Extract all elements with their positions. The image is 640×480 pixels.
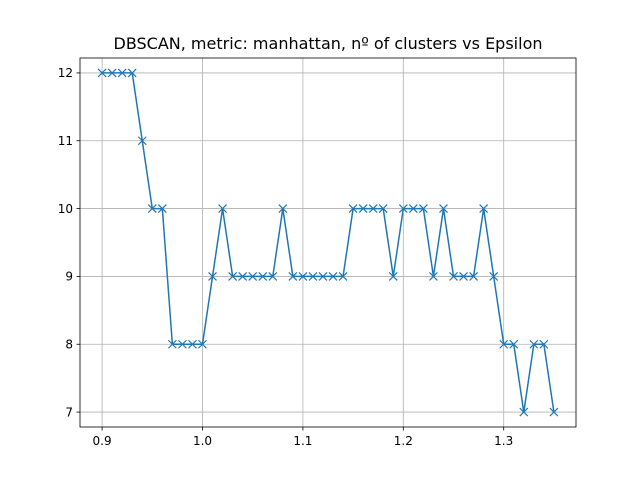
data-point-marker — [288, 271, 298, 281]
data-point-marker — [188, 339, 197, 349]
data-point-marker — [268, 271, 278, 281]
data-point-marker — [539, 339, 549, 349]
data-point-marker — [97, 68, 107, 78]
x-tick-label: 1.3 — [494, 434, 513, 448]
data-point-marker — [358, 204, 368, 214]
data-point-marker — [238, 271, 248, 281]
data-point-marker — [137, 136, 147, 146]
data-point-marker — [509, 339, 519, 349]
data-point-marker — [479, 204, 489, 214]
data-point-marker — [549, 407, 559, 417]
data-point-marker — [408, 204, 418, 214]
data-point-marker — [248, 271, 258, 281]
data-point-marker — [459, 271, 468, 281]
data-point-marker — [398, 204, 408, 214]
data-point-marker — [529, 339, 539, 349]
data-point-marker — [107, 68, 117, 78]
data-point-marker — [258, 271, 268, 281]
data-point-marker — [348, 204, 358, 214]
y-tick-label: 8 — [65, 338, 73, 352]
data-point-marker — [338, 271, 348, 281]
data-point-marker — [368, 204, 378, 214]
data-point-marker — [127, 68, 137, 78]
data-point-marker — [177, 339, 187, 349]
data-point-marker — [378, 204, 388, 214]
data-point-marker — [228, 271, 238, 281]
y-tick-label: 12 — [58, 66, 73, 80]
series-line — [102, 72, 555, 413]
data-point-marker — [117, 68, 127, 78]
x-tick-label: 1.1 — [293, 434, 312, 448]
data-point-marker — [388, 271, 398, 281]
grid — [80, 58, 576, 427]
x-tick-label: 0.9 — [93, 434, 112, 448]
x-tick-label: 1.2 — [394, 434, 413, 448]
chart-title: DBSCAN, metric: manhattan, nº of cluster… — [114, 34, 543, 53]
data-point-marker — [469, 271, 479, 281]
y-tick-label: 9 — [65, 270, 73, 284]
data-point-marker — [278, 204, 288, 214]
data-point-marker — [418, 204, 428, 214]
data-point-marker — [328, 271, 338, 281]
data-point-marker — [167, 339, 177, 349]
data-point-marker — [208, 271, 217, 281]
data-point-marker — [489, 271, 499, 281]
data-point-marker — [147, 204, 157, 214]
data-point-marker — [449, 271, 458, 281]
data-point-marker — [429, 271, 438, 281]
series — [97, 68, 559, 417]
plot-frame — [79, 57, 577, 428]
data-point-marker — [157, 204, 167, 214]
data-point-marker — [218, 204, 227, 214]
x-tick-label: 1.0 — [193, 434, 212, 448]
y-tick-label: 7 — [65, 405, 73, 419]
data-point-marker — [499, 339, 509, 349]
y-tick-label: 11 — [58, 134, 73, 148]
data-point-marker — [519, 407, 529, 417]
data-point-marker — [318, 271, 328, 281]
data-point-marker — [198, 339, 207, 349]
data-point-marker — [308, 271, 318, 281]
y-tick-label: 10 — [58, 202, 73, 216]
data-point-marker — [298, 271, 308, 281]
axes: 0.9 1.0 1.1 1.2 1.3 7 8 9 10 11 12 — [58, 66, 514, 448]
data-point-marker — [439, 204, 448, 214]
